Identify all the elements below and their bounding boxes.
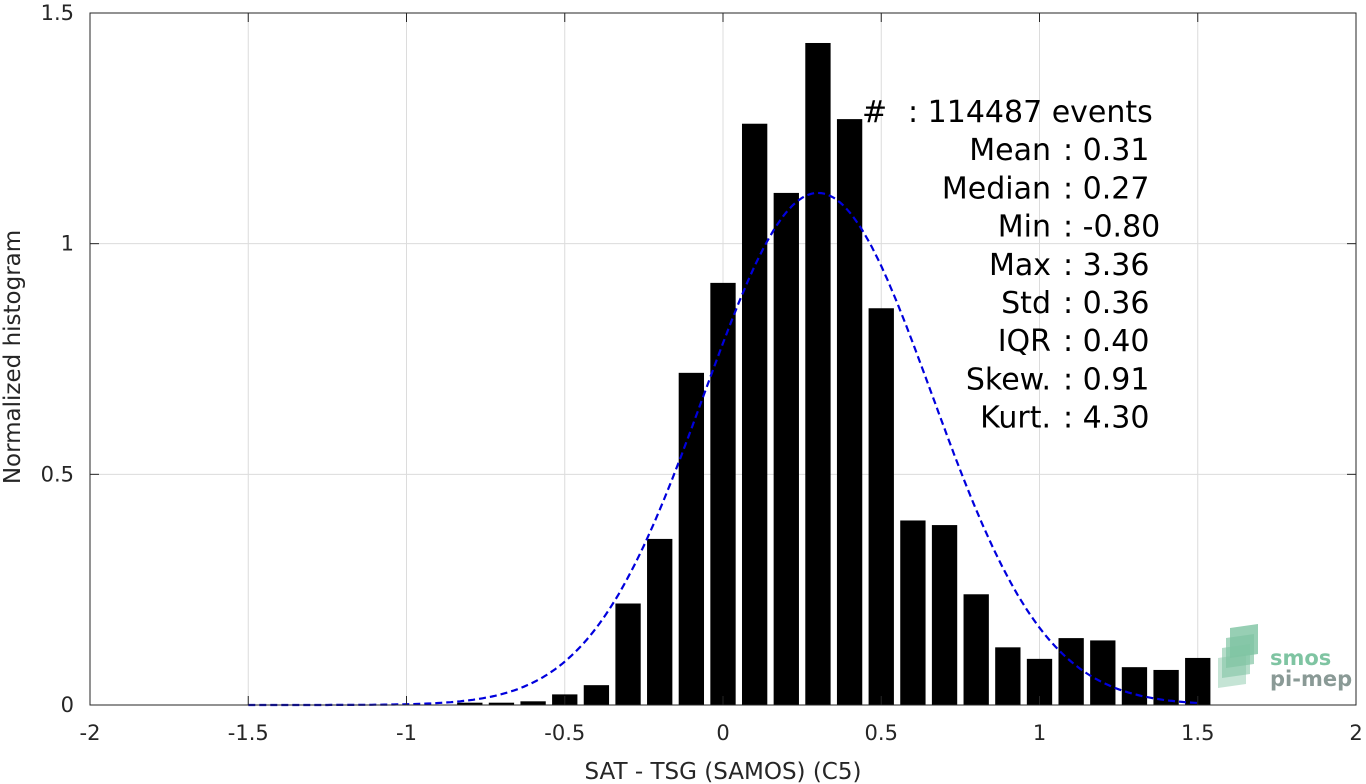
stat-value: : 3.36 [1063, 248, 1149, 283]
histogram-bar [710, 282, 736, 705]
x-tick-label: 0.5 [865, 721, 898, 745]
stat-value: : -0.80 [1063, 210, 1160, 245]
x-tick-label: 1.5 [1181, 721, 1214, 745]
stat-value: : 0.27 [1063, 171, 1149, 206]
stat-value: : 0.40 [1063, 324, 1149, 359]
x-tick-label: 0 [716, 721, 729, 745]
y-axis-label: Normalized histogram [0, 230, 26, 484]
histogram-bar [868, 308, 894, 705]
histogram-bar [1090, 640, 1116, 705]
logo-layer [1230, 624, 1258, 658]
histogram-bar [805, 42, 831, 705]
y-tick-label: 1.5 [41, 1, 74, 25]
histogram-bar [457, 702, 483, 705]
histogram-bar [647, 538, 673, 705]
logo-line-1: smos [1270, 646, 1331, 670]
histogram-bar [741, 123, 768, 706]
histogram-bar [615, 603, 641, 705]
stat-label: Skew. [966, 362, 1051, 397]
histogram-bar [963, 594, 989, 705]
stat-label: Kurt. [980, 401, 1051, 436]
stat-value: : 0.31 [1063, 133, 1149, 168]
stat-label: Std [1001, 286, 1051, 321]
stat-label: IQR [998, 324, 1051, 359]
stat-label: Median [942, 171, 1051, 206]
x-tick-label: -1.5 [228, 721, 269, 745]
x-tick-label: 1 [1033, 721, 1046, 745]
stat-value: : 4.30 [1063, 401, 1149, 436]
stat-label: Mean [969, 133, 1051, 168]
stat-label: Min [998, 210, 1051, 245]
x-tick-label: -2 [80, 721, 101, 745]
y-tick-labels: 0 0.5 1 1.5 [41, 1, 74, 717]
smos-pi-mep-logo: smos pi-mep [1218, 624, 1352, 691]
y-tick-label: 0.5 [41, 462, 74, 486]
stat-value: : 0.36 [1063, 286, 1149, 321]
histogram-bar [520, 701, 546, 705]
histogram-bar [1058, 638, 1084, 705]
histogram-bar [1121, 667, 1148, 705]
histogram-bar [583, 685, 610, 705]
histogram-bar [995, 647, 1021, 705]
x-tick-label: -1 [396, 721, 417, 745]
histogram-bar [488, 702, 515, 705]
x-tick-label: -0.5 [544, 721, 585, 745]
stat-label: # [862, 95, 887, 130]
histogram-bar [678, 372, 705, 705]
histogram-bar [773, 192, 799, 706]
x-tick-label: 2 [1349, 721, 1362, 745]
x-tick-labels: -2 -1.5 -1 -0.5 0 0.5 1 1.5 2 [80, 721, 1363, 745]
histogram-bar [931, 525, 958, 705]
stat-label: Max [989, 248, 1051, 283]
y-tick-label: 0 [61, 693, 74, 717]
stat-value: : 114487 events [908, 95, 1153, 130]
axis-ticks [89, 12, 1357, 706]
histogram-bars [457, 42, 1211, 706]
stat-value: : 0.91 [1063, 362, 1149, 397]
logo-line-2: pi-mep [1270, 667, 1352, 691]
histogram-bar [900, 520, 926, 705]
x-axis-label: SAT - TSG (SAMOS) (C5) [585, 759, 862, 784]
y-tick-label: 1 [61, 232, 74, 256]
logo-mark-icon [1218, 624, 1258, 688]
histogram-bar [836, 119, 863, 705]
